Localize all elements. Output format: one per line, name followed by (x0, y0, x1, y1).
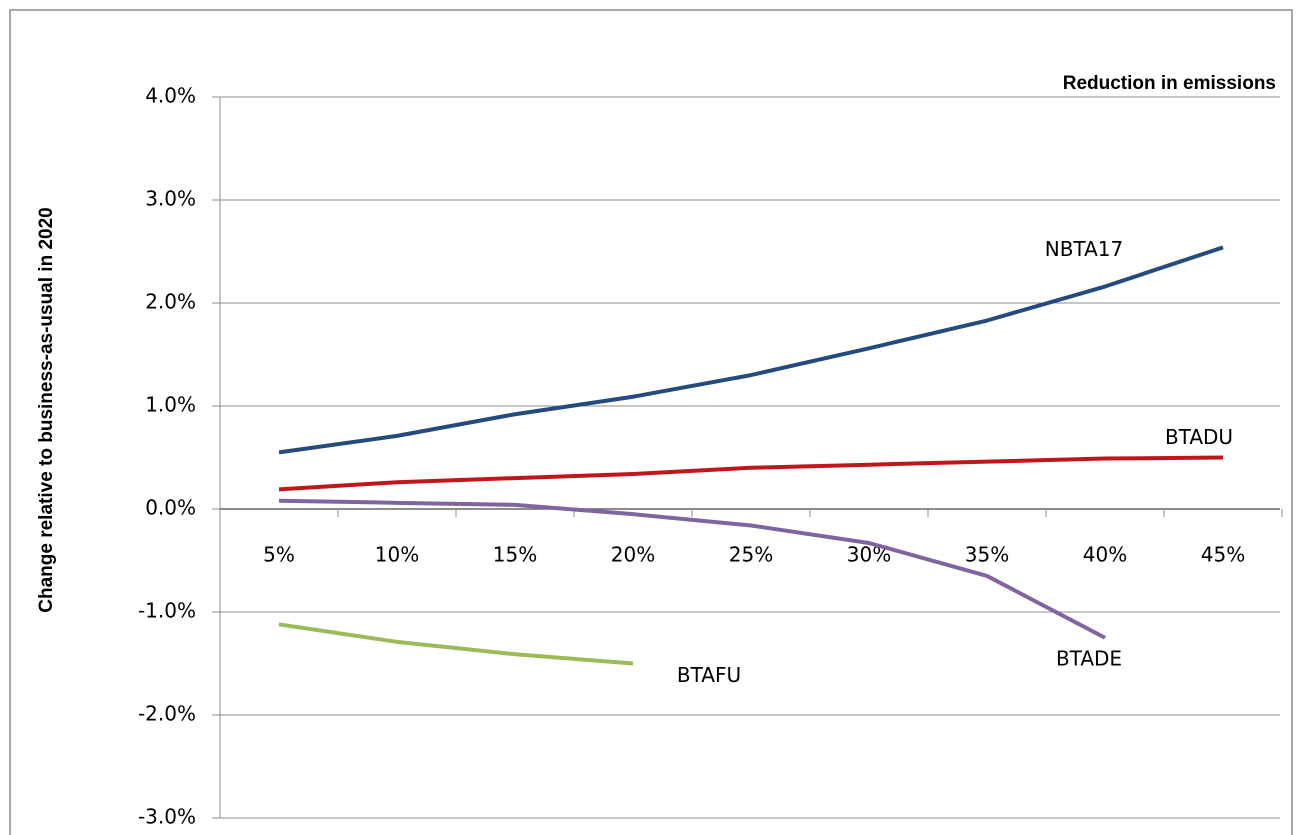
x-axis-title: Reduction in emissions (1063, 73, 1276, 94)
series-line (278, 622, 634, 666)
y-tick-label: 2.0% (145, 290, 196, 314)
y-tick-label: -2.0% (138, 702, 196, 726)
x-tick-label: 35% (965, 543, 1009, 567)
x-tick-label: 45% (1201, 543, 1245, 567)
x-tick-label: 40% (1083, 543, 1127, 567)
x-tick-label: 25% (729, 543, 773, 567)
x-tick-label: 20% (611, 543, 655, 567)
x-tick-label: 5% (263, 543, 295, 567)
x-tick-label: 15% (493, 543, 537, 567)
series-line (278, 455, 1224, 492)
series-label: BTADE (1056, 646, 1122, 670)
x-tick-label: 10% (375, 543, 419, 567)
series-label: BTADU (1165, 425, 1233, 449)
y-tick-label: -1.0% (138, 599, 196, 623)
chart-frame (9, 9, 1293, 835)
series-line (278, 498, 1106, 640)
series-label: BTAFU (677, 663, 741, 687)
y-tick-label: 0.0% (145, 496, 196, 520)
series-line (278, 245, 1224, 455)
y-tick-label: 4.0% (145, 84, 196, 108)
y-tick-label: 1.0% (145, 393, 196, 417)
y-tick-label: 3.0% (145, 187, 196, 211)
series-label: NBTA17 (1045, 237, 1123, 261)
y-tick-label: -3.0% (138, 805, 196, 829)
y-axis-title: Change relative to business-as-usual in … (36, 207, 57, 612)
